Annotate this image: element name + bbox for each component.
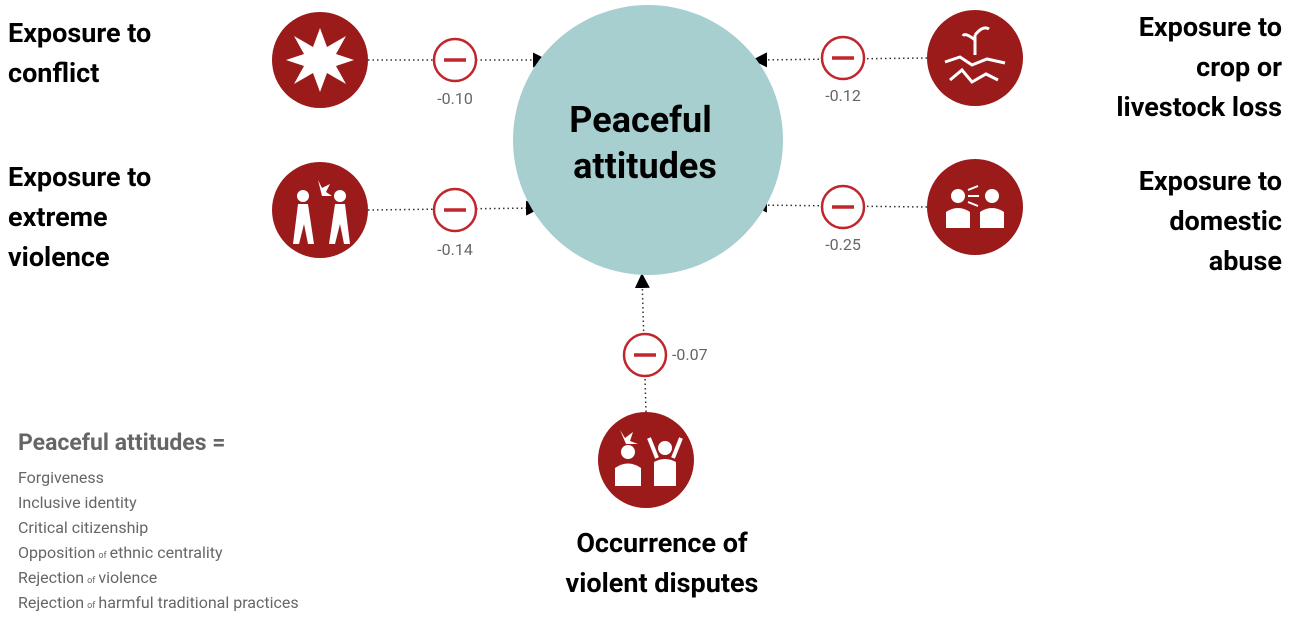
legend-item: Forgiveness xyxy=(18,468,104,487)
legend-text: Critical citizenship xyxy=(18,518,148,537)
node-label: Exposure to extreme violence xyxy=(8,161,151,273)
legend-item: Critical citizenship xyxy=(18,518,148,537)
coefficient: -0.14 xyxy=(437,240,473,259)
center-label: Peaceful attitudes xyxy=(569,99,720,187)
minus-marker xyxy=(820,184,866,230)
minus-marker xyxy=(432,37,478,83)
node-label: Exposure to domestic abuse xyxy=(1139,165,1282,277)
node-label: Exposure to crop or livestock loss xyxy=(1116,11,1282,123)
legend-small: of xyxy=(87,601,96,611)
node-label: Occurrence of violent disputes xyxy=(566,527,759,599)
legend-item: Rejection of violence xyxy=(18,568,157,587)
legend-item: Opposition of ethnic centrality xyxy=(18,543,223,562)
icon-extreme-violence xyxy=(272,162,368,258)
icon-domestic-abuse xyxy=(927,159,1023,255)
legend-items: Forgiveness Inclusive identity Critical ci… xyxy=(18,468,299,612)
legend-text: Rejection xyxy=(18,568,84,587)
legend-text: harmful traditional practices xyxy=(98,593,298,612)
legend-item: Inclusive identity xyxy=(18,493,137,512)
coefficient: -0.25 xyxy=(825,235,861,254)
legend-text: Opposition xyxy=(18,543,95,562)
coefficient: -0.12 xyxy=(825,86,861,105)
legend-text: violence xyxy=(98,568,157,587)
minus-marker xyxy=(820,35,866,81)
legend-small: of xyxy=(87,576,96,586)
icon-conflict xyxy=(272,12,368,108)
icon-violent-disputes xyxy=(598,412,694,508)
coefficient: -0.07 xyxy=(672,345,708,364)
legend-text: Rejection xyxy=(18,593,84,612)
node-label: Exposure to conflict xyxy=(8,17,151,89)
minus-marker xyxy=(622,332,668,378)
legend-small: of xyxy=(98,551,107,561)
icon-crop-loss xyxy=(927,10,1023,106)
legend-title: Peaceful attitudes = xyxy=(18,429,225,456)
minus-marker xyxy=(432,187,478,233)
legend-text: Inclusive identity xyxy=(18,493,137,512)
legend-text: ethnic centrality xyxy=(110,543,223,562)
center-circle xyxy=(513,5,783,275)
legend-text: Forgiveness xyxy=(18,468,104,487)
coefficient: -0.10 xyxy=(437,89,473,108)
legend-item: Rejection of harmful traditional practices xyxy=(18,593,299,612)
connector xyxy=(367,200,541,216)
